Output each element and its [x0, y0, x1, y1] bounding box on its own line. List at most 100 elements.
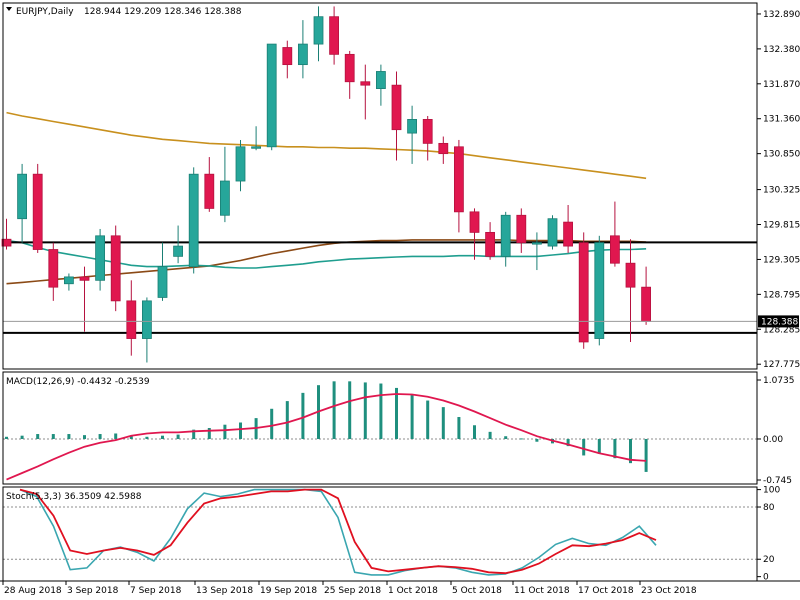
candle-bearish[interactable]	[391, 84, 402, 131]
date-axis-label: 28 Aug 2018	[4, 586, 62, 596]
candle-bearish[interactable]	[79, 276, 90, 281]
macd-histogram-bar	[519, 438, 523, 440]
date-axis-label: 5 Oct 2018	[452, 586, 502, 596]
candle-bullish[interactable]	[251, 146, 262, 149]
date-axis-label: 17 Oct 2018	[578, 586, 634, 596]
macd-panel[interactable]: 1.0735 0.00 -0.745	[3, 376, 795, 486]
macd-histogram-bar	[67, 434, 71, 439]
date-axis-label: 19 Sep 2018	[260, 586, 317, 596]
macd-histogram-bar	[426, 400, 430, 439]
macd-label: MACD(12,26,9) -0.4432 -0.2539	[6, 377, 150, 387]
macd-histogram-bar	[192, 429, 196, 439]
macd-scale-label: 0.00	[763, 435, 783, 445]
candle-bullish[interactable]	[266, 43, 277, 148]
candle-bullish[interactable]	[407, 119, 418, 134]
candle-bullish[interactable]	[17, 173, 28, 220]
candle-bullish[interactable]	[313, 16, 324, 45]
candle-bearish[interactable]	[625, 262, 636, 288]
candle-bullish[interactable]	[157, 266, 168, 298]
candle-bullish[interactable]	[500, 214, 511, 257]
date-axis-label: 3 Sep 2018	[67, 586, 119, 596]
macd-histogram-bar	[83, 435, 86, 439]
macd-histogram-bar	[488, 431, 492, 439]
stoch-d-line	[19, 488, 657, 575]
date-axis-label: 25 Sep 2018	[324, 586, 381, 596]
date-axis-label: 1 Oct 2018	[388, 586, 438, 596]
candle-bearish[interactable]	[1, 238, 12, 247]
candle-bearish[interactable]	[282, 47, 293, 66]
stochastic-panel[interactable]: 100 80 20 0	[3, 486, 780, 583]
macd-histogram-bar	[301, 392, 305, 439]
candle-bullish[interactable]	[532, 242, 542, 245]
macd-histogram-bar	[207, 428, 211, 439]
price-scale-label: 128.285	[763, 325, 800, 335]
macd-histogram-bar	[176, 434, 180, 439]
candle-bullish[interactable]	[188, 173, 199, 268]
price-scale-label: 127.775	[763, 360, 800, 370]
macd-histogram-bar	[441, 407, 445, 439]
candle-bearish[interactable]	[453, 146, 464, 213]
macd-histogram-bar	[644, 438, 648, 472]
candle-bearish[interactable]	[485, 231, 496, 257]
candle-bearish[interactable]	[516, 214, 527, 244]
macd-histogram-bar	[51, 434, 55, 439]
candle-bearish[interactable]	[610, 235, 620, 264]
macd-histogram-bar	[613, 438, 617, 459]
macd-histogram-bar	[348, 381, 352, 439]
candle-bearish[interactable]	[48, 249, 59, 288]
macd-histogram-bar	[457, 417, 461, 439]
collapse-triangle-icon[interactable]	[6, 7, 12, 11]
candle-bullish[interactable]	[547, 218, 558, 247]
price-scale-label: 132.380	[763, 45, 800, 55]
macd-histogram-bar	[629, 438, 632, 464]
candle-bearish[interactable]	[126, 300, 137, 339]
macd-histogram-bar	[98, 434, 102, 439]
macd-scale-label: -0.745	[763, 476, 792, 486]
price-panel[interactable]: 132.890 132.380 131.870 131.360 130.850 130.3…	[1, 6, 800, 370]
candle-bearish[interactable]	[360, 81, 371, 86]
macd-histogram-bar	[239, 422, 242, 439]
candle-bullish[interactable]	[235, 146, 246, 182]
candle-bearish[interactable]	[344, 53, 355, 83]
macd-histogram-bar	[363, 382, 367, 439]
stoch-scale-label: 20	[763, 555, 775, 565]
macd-histogram-bar	[223, 424, 227, 439]
candle-bearish[interactable]	[578, 242, 589, 343]
macd-histogram-bar	[285, 401, 289, 439]
date-axis-label: 7 Sep 2018	[130, 586, 182, 596]
price-scale-label: 131.360	[763, 115, 800, 125]
candle-bearish[interactable]	[204, 173, 215, 209]
stoch-label: Stoch(5,3,3) 36.3509 42.5988	[6, 492, 142, 502]
price-scale-label: 131.870	[763, 80, 800, 90]
candle-bullish[interactable]	[64, 276, 74, 285]
candle-bullish[interactable]	[141, 300, 152, 339]
price-scale-label: 130.325	[763, 186, 800, 196]
candle-bearish[interactable]	[422, 119, 433, 144]
price-scale-label: 129.305	[763, 255, 800, 265]
candle-bearish[interactable]	[110, 235, 121, 302]
candle-bullish[interactable]	[95, 235, 105, 281]
macd-panel-frame	[2, 371, 758, 485]
candle-bearish[interactable]	[438, 142, 449, 155]
candle-bullish[interactable]	[173, 245, 184, 257]
candle-bearish[interactable]	[32, 173, 43, 250]
macd-signal-line	[6, 393, 647, 481]
candle-bullish[interactable]	[594, 242, 605, 339]
macd-histogram-bar	[395, 387, 398, 439]
candle-bullish[interactable]	[219, 180, 230, 216]
candle-bullish[interactable]	[375, 71, 386, 89]
candle-bearish[interactable]	[563, 221, 573, 247]
macd-histogram-bar	[5, 436, 8, 439]
candle-bearish[interactable]	[469, 211, 480, 233]
macd-histogram-bar	[20, 435, 24, 439]
stoch-scale-label: 100	[763, 486, 780, 496]
macd-histogram-bar	[332, 381, 336, 439]
macd-histogram-bar	[582, 438, 586, 456]
macd-histogram-bar	[597, 438, 601, 454]
candle-bearish[interactable]	[641, 286, 651, 322]
price-scale-label: 129.815	[763, 221, 800, 231]
current-price-label: 128.388	[761, 317, 798, 327]
candle-bearish[interactable]	[329, 16, 340, 55]
candle-bullish[interactable]	[297, 43, 308, 66]
